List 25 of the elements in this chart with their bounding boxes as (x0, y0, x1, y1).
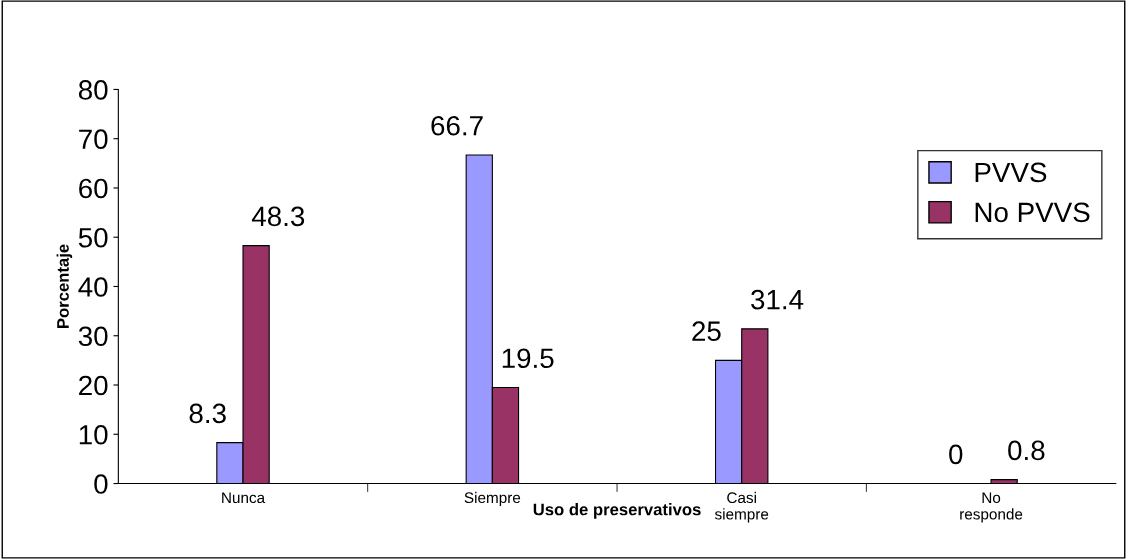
data-label: 0 (949, 444, 963, 465)
y-tick-label: 20 (79, 375, 108, 396)
data-label: 66.7 (431, 115, 483, 136)
x-tick-label: Siempre (464, 491, 521, 507)
data-label: 31.4 (751, 289, 804, 310)
data-label: 48.3 (251, 206, 305, 227)
legend-label: No PVVS (975, 202, 1090, 223)
y-tick-label: 80 (78, 80, 108, 100)
x-tick-label: No responde (960, 492, 1023, 523)
data-label: 8.3 (189, 403, 226, 424)
y-axis-title: Porcentaje (56, 244, 73, 328)
y-tick-label: 0 (94, 474, 108, 494)
data-label: 0.8 (1008, 440, 1045, 461)
y-tick-label: 50 (78, 227, 108, 248)
y-tick-label: 40 (78, 277, 108, 297)
data-label: 25 (692, 321, 721, 341)
x-axis-title: Uso de preservativos (533, 503, 701, 519)
y-tick-label: 60 (79, 178, 108, 199)
y-tick-label: 30 (78, 326, 108, 347)
legend-label: PVVS (975, 162, 1047, 183)
y-tick-label: 10 (79, 424, 108, 445)
y-tick-label: 70 (79, 129, 108, 150)
data-label: 19.5 (502, 348, 554, 369)
x-tick-label: Casi siempre (714, 491, 769, 523)
x-tick-label: Nunca (222, 492, 266, 504)
